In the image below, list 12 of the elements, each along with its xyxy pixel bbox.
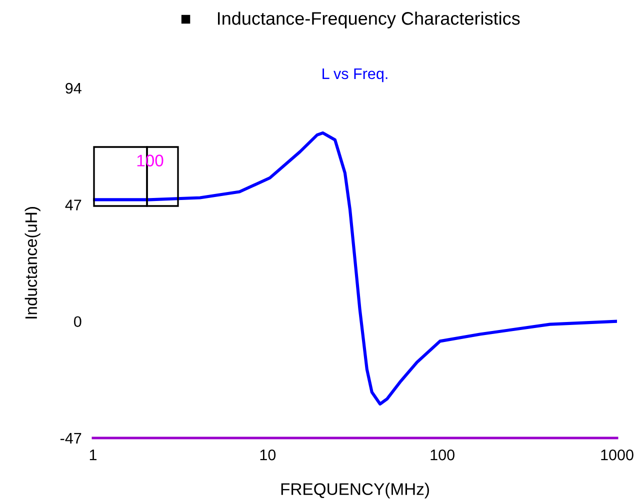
y-tick-label: -47 bbox=[60, 433, 82, 444]
y-tick-label: 47 bbox=[65, 200, 82, 210]
x-tick-label: 10 bbox=[260, 450, 276, 460]
chart-title: ■ Inductance-Frequency Characteristics bbox=[181, 12, 520, 28]
y-tick-label: 0 bbox=[74, 316, 82, 328]
x-axis-title: FREQUENCY(MHz) bbox=[281, 482, 429, 498]
y-axis-title: Inductance(uH) bbox=[24, 207, 40, 318]
y-tick-label: 94 bbox=[66, 82, 82, 94]
chart-subtitle: L vs Freq. bbox=[322, 68, 388, 82]
x-tick-label: 1 bbox=[90, 450, 97, 460]
x-tick-label: 100 bbox=[430, 450, 454, 460]
x-tick-label: 1000 bbox=[601, 450, 634, 460]
